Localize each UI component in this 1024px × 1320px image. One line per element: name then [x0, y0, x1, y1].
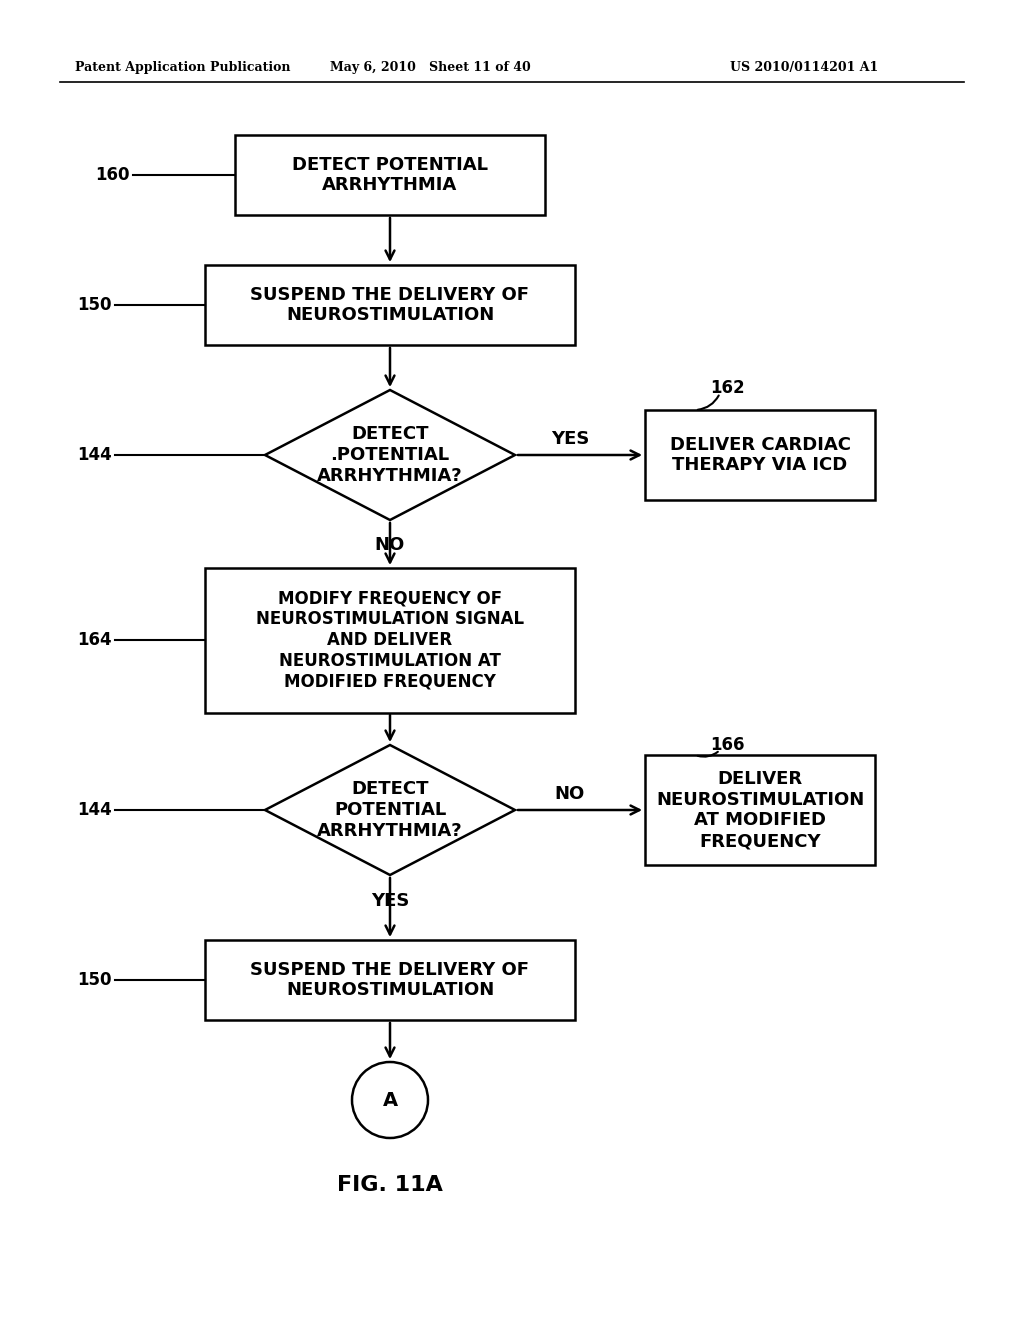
Text: 160: 160 — [95, 166, 130, 183]
Bar — [645, 411, 874, 500]
Text: YES: YES — [551, 430, 589, 447]
Text: YES: YES — [371, 892, 410, 909]
FancyArrowPatch shape — [697, 396, 719, 409]
Circle shape — [352, 1063, 428, 1138]
Bar — [205, 265, 575, 345]
Text: 162: 162 — [710, 379, 744, 397]
Text: DETECT
POTENTIAL
ARRHYTHMIA?: DETECT POTENTIAL ARRHYTHMIA? — [317, 780, 463, 840]
Polygon shape — [265, 744, 515, 875]
Text: US 2010/0114201 A1: US 2010/0114201 A1 — [730, 62, 879, 74]
Bar — [205, 568, 575, 713]
Text: 144: 144 — [77, 801, 112, 818]
Text: A: A — [382, 1090, 397, 1110]
FancyArrowPatch shape — [697, 752, 718, 756]
Text: 166: 166 — [710, 737, 744, 754]
Text: 150: 150 — [78, 972, 112, 989]
Text: 164: 164 — [78, 631, 112, 649]
Text: DELIVER CARDIAC
THERAPY VIA ICD: DELIVER CARDIAC THERAPY VIA ICD — [670, 436, 851, 474]
Text: FIG. 11A: FIG. 11A — [337, 1175, 443, 1195]
Text: May 6, 2010   Sheet 11 of 40: May 6, 2010 Sheet 11 of 40 — [330, 62, 530, 74]
Text: NO: NO — [555, 785, 585, 803]
Bar — [645, 755, 874, 865]
Text: MODIFY FREQUENCY OF
NEUROSTIMULATION SIGNAL
AND DELIVER
NEUROSTIMULATION AT
MODI: MODIFY FREQUENCY OF NEUROSTIMULATION SIG… — [256, 590, 524, 690]
Bar — [234, 135, 545, 215]
Text: SUSPEND THE DELIVERY OF
NEUROSTIMULATION: SUSPEND THE DELIVERY OF NEUROSTIMULATION — [251, 285, 529, 325]
Text: SUSPEND THE DELIVERY OF
NEUROSTIMULATION: SUSPEND THE DELIVERY OF NEUROSTIMULATION — [251, 961, 529, 999]
Text: 150: 150 — [78, 296, 112, 314]
Text: NO: NO — [375, 536, 406, 554]
Text: 144: 144 — [77, 446, 112, 465]
Text: DETECT POTENTIAL
ARRHYTHMIA: DETECT POTENTIAL ARRHYTHMIA — [292, 156, 488, 194]
Polygon shape — [265, 389, 515, 520]
Bar — [205, 940, 575, 1020]
Text: DELIVER
NEUROSTIMULATION
AT MODIFIED
FREQUENCY: DELIVER NEUROSTIMULATION AT MODIFIED FRE… — [656, 770, 864, 850]
Text: DETECT
.POTENTIAL
ARRHYTHMIA?: DETECT .POTENTIAL ARRHYTHMIA? — [317, 425, 463, 484]
Text: Patent Application Publication: Patent Application Publication — [75, 62, 291, 74]
